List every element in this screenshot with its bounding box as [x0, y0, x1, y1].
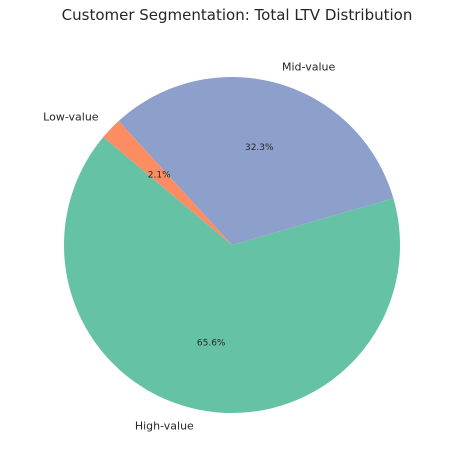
- slice-percent-label: 65.6%: [197, 339, 226, 349]
- slice-category-label: Mid-value: [282, 61, 335, 74]
- pie-slice-high-value: [63, 137, 401, 414]
- pie-labels: 65.6% High-value 32.3% Mid-value 2.1% Low-val…: [43, 61, 335, 433]
- slice-category-label: Low-value: [43, 111, 99, 124]
- pie-slice-mid-value: [118, 76, 394, 245]
- pie-slice-low-value: [103, 121, 232, 245]
- pie-slices: [63, 76, 401, 414]
- slice-category-label: High-value: [135, 419, 194, 432]
- slice-percent-label: 2.1%: [148, 170, 171, 180]
- chart-title: Customer Segmentation: Total LTV Distrib…: [61, 6, 413, 24]
- slice-percent-label: 32.3%: [245, 143, 274, 153]
